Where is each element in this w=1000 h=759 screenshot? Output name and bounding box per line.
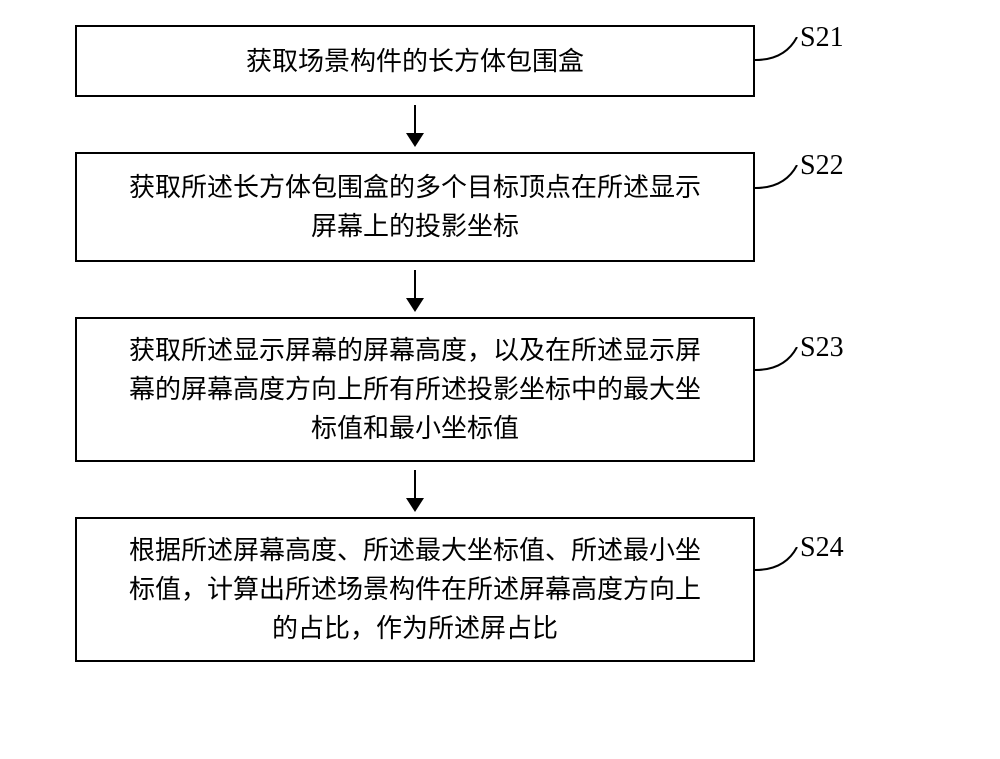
step-box-s21: 获取场景构件的长方体包围盒 [75,25,755,97]
arrow-container-2 [75,262,755,317]
step-label-s23: S23 [800,332,844,364]
step-box-s24: 根据所述屏幕高度、所述最大坐标值、所述最小坐标值，计算出所述场景构件在所述屏幕高… [75,517,755,662]
arrow-container-3 [75,462,755,517]
step-box-s23: 获取所述显示屏幕的屏幕高度，以及在所述显示屏幕的屏幕高度方向上所有所述投影坐标中… [75,317,755,462]
arrow-1 [414,105,416,145]
step-text-s24: 根据所述屏幕高度、所述最大坐标值、所述最小坐标值，计算出所述场景构件在所述屏幕高… [129,531,701,648]
step-text-s22: 获取所述长方体包围盒的多个目标顶点在所述显示屏幕上的投影坐标 [129,168,701,246]
flowchart-container: 获取场景构件的长方体包围盒 S21 获取所述长方体包围盒的多个目标顶点在所述显示… [75,25,925,662]
arrow-3 [414,470,416,510]
arrow-container-1 [75,97,755,152]
step-label-s22: S22 [800,150,844,182]
step-label-s24: S24 [800,532,844,564]
step-text-s23: 获取所述显示屏幕的屏幕高度，以及在所述显示屏幕的屏幕高度方向上所有所述投影坐标中… [129,331,701,448]
step-box-s22: 获取所述长方体包围盒的多个目标顶点在所述显示屏幕上的投影坐标 [75,152,755,262]
step-label-s21: S21 [800,22,844,54]
arrow-2 [414,270,416,310]
step-text-s21: 获取场景构件的长方体包围盒 [246,42,584,81]
